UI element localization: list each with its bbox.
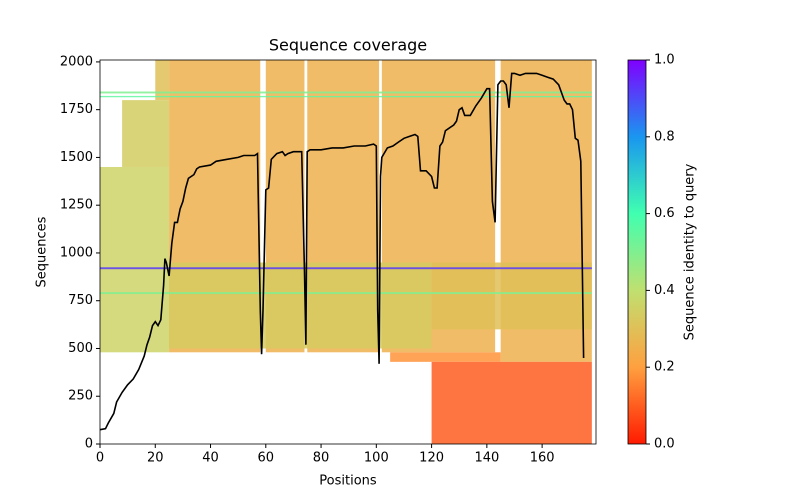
x-tick-label: 120 [419,451,444,466]
colorbar-tick-label: 1.0 [654,53,675,68]
coverage-region [431,361,592,444]
chart-title: Sequence coverage [269,36,427,55]
y-tick-label: 1500 [60,150,93,165]
colorbar-tick-label: 0.0 [654,437,675,452]
coverage-line [99,72,585,431]
coverage-region [390,352,501,362]
coverage-region [169,262,432,349]
y-tick-label: 1750 [60,102,93,117]
x-tick-label: 20 [147,451,164,466]
y-tick-label: 1250 [60,198,93,213]
colorbar-tick-label: 0.8 [654,129,675,144]
y-tick-label: 0 [85,437,93,452]
x-axis-label: Positions [319,474,377,489]
y-tick-label: 750 [68,293,93,308]
x-tick-label: 60 [258,451,275,466]
colorbar-tick-label: 0.6 [654,206,675,221]
coverage-region [100,166,170,353]
x-tick-label: 140 [474,451,499,466]
x-tick-label: 40 [202,451,219,466]
coverage-region [122,100,170,167]
colorbar-tick-label: 0.4 [654,283,675,298]
coverage-region [100,91,592,94]
plot-frame [99,59,597,445]
y-tick-label: 1000 [60,245,93,260]
colorbar-label: Sequence identity to query [683,163,698,340]
coverage-region [100,292,592,295]
x-tick-label: 160 [530,451,555,466]
colorbar-tick-label: 0.2 [654,360,675,375]
coverage-region [155,60,170,101]
x-tick-label: 100 [364,451,389,466]
y-tick-label: 500 [68,341,93,356]
coverage-region [100,95,592,98]
coverage-region [100,267,592,270]
coverage-region [431,262,592,330]
y-tick-label: 250 [68,389,93,404]
colorbar [627,59,647,445]
plot-area [99,60,592,444]
y-tick-label: 2000 [60,54,93,69]
x-tick-label: 80 [313,451,330,466]
y-axis-label: Sequences [35,216,50,287]
x-tick-label: 0 [96,451,104,466]
